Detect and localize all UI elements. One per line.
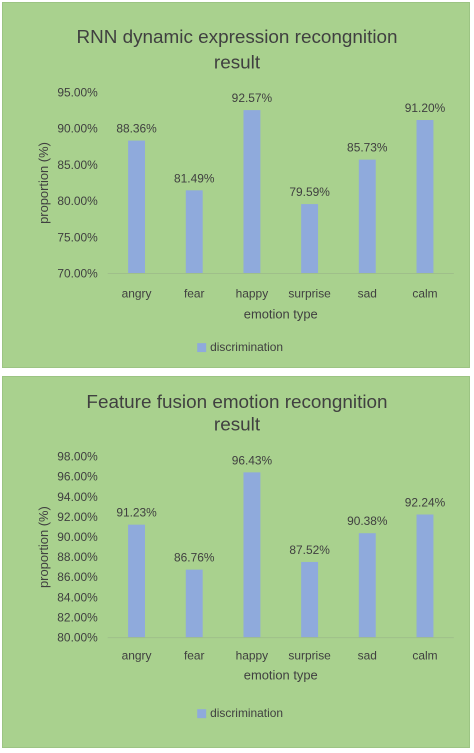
y-tick-label: 70.00% <box>57 266 98 280</box>
x-category-label: happy <box>236 648 269 662</box>
x-category-label: sad <box>358 286 377 300</box>
chart-rnn: RNN dynamic expression recongnition resul… <box>36 27 454 354</box>
data-label: 86.76% <box>174 551 215 565</box>
y-tick-label: 84.00% <box>57 590 98 604</box>
data-label: 88.36% <box>116 122 157 136</box>
y-tick-label: 82.00% <box>57 610 98 624</box>
y-axis-title: proportion (%) <box>36 142 51 224</box>
y-tick-label: 96.00% <box>57 470 98 484</box>
data-label: 96.43% <box>232 453 273 467</box>
y-tick-label: 95.00% <box>57 85 98 99</box>
legend-swatch <box>197 343 207 353</box>
y-tick-label: 75.00% <box>57 230 98 244</box>
bar-calm <box>416 120 434 274</box>
bar-sad <box>358 159 376 274</box>
y-tick-label: 94.00% <box>57 490 98 504</box>
x-axis-title: emotion type <box>244 667 318 682</box>
x-category-label: surprise <box>288 648 331 662</box>
chart-title-line: RNN dynamic expression recongnition <box>76 27 397 48</box>
bar-fear <box>185 190 203 274</box>
data-label: 91.23% <box>116 506 157 520</box>
x-category-label: angry <box>122 648 152 662</box>
x-category-label: angry <box>122 286 152 300</box>
data-label: 81.49% <box>174 171 215 185</box>
bar-surprise <box>301 204 319 274</box>
bar-angry <box>128 140 146 274</box>
x-axis-title: emotion type <box>244 306 318 321</box>
x-category-label: fear <box>184 648 205 662</box>
data-label: 91.20% <box>405 101 446 115</box>
chart-title-line: Feature fusion emotion recongnition <box>86 392 387 413</box>
x-category-label: happy <box>236 286 269 300</box>
y-tick-label: 90.00% <box>57 122 98 136</box>
bar-happy <box>243 110 261 274</box>
data-label: 92.57% <box>232 91 273 105</box>
y-tick-label: 86.00% <box>57 570 98 584</box>
chart-panel-fusion: Feature fusion emotion recongnition resul… <box>2 376 470 748</box>
legend-swatch <box>197 709 207 719</box>
chart-title-line: result <box>214 415 261 436</box>
x-category-label: calm <box>412 648 437 662</box>
bar-fear <box>185 569 203 638</box>
y-tick-label: 98.00% <box>57 450 98 464</box>
y-tick-label: 88.00% <box>57 550 98 564</box>
chart-title-line: result <box>214 53 261 74</box>
legend-label: discrimination <box>210 706 283 720</box>
bar-calm <box>416 514 434 638</box>
data-label: 87.52% <box>289 543 330 557</box>
data-label: 90.38% <box>347 514 388 528</box>
bar-sad <box>358 533 376 638</box>
y-tick-label: 92.00% <box>57 510 98 524</box>
x-category-label: fear <box>184 286 205 300</box>
chart-panel-rnn: RNN dynamic expression recongnition resul… <box>2 2 470 368</box>
bar-happy <box>243 472 261 638</box>
x-category-label: surprise <box>288 286 331 300</box>
y-tick-label: 90.00% <box>57 530 98 544</box>
data-label: 85.73% <box>347 141 388 155</box>
y-tick-label: 85.00% <box>57 158 98 172</box>
y-tick-label: 80.00% <box>57 194 98 208</box>
y-axis-title: proportion (%) <box>36 506 51 588</box>
data-label: 92.24% <box>405 496 446 510</box>
bar-angry <box>128 524 145 638</box>
legend-label: discrimination <box>210 340 283 354</box>
x-category-label: calm <box>412 286 437 300</box>
y-tick-label: 80.00% <box>57 631 98 645</box>
bar-surprise <box>301 561 319 638</box>
data-label: 79.59% <box>289 185 330 199</box>
x-category-label: sad <box>358 648 377 662</box>
chart-fusion: Feature fusion emotion recongnitionresul… <box>36 392 454 720</box>
